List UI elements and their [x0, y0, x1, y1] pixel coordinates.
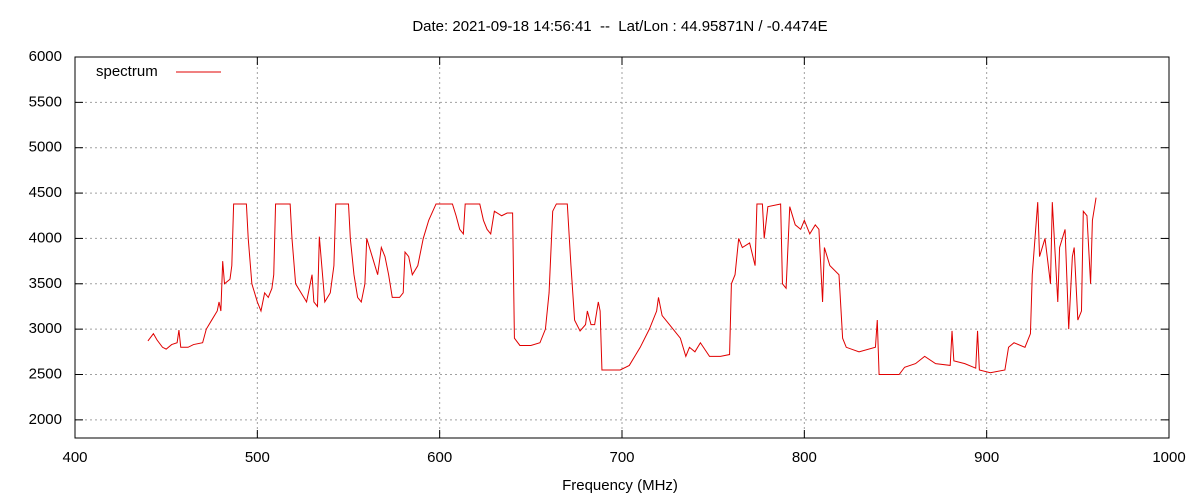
y-tick-label: 4500 — [29, 184, 62, 201]
y-tick-label: 2500 — [29, 365, 62, 382]
y-tick-label: 2000 — [29, 411, 62, 428]
x-tick-label: 600 — [427, 449, 452, 466]
x-tick-label: 1000 — [1152, 449, 1185, 466]
x-tick-label: 400 — [62, 449, 87, 466]
spectrum-line — [147, 197, 1097, 375]
legend-label: spectrum — [96, 63, 158, 80]
x-tick-label: 900 — [974, 449, 999, 466]
y-tick-label: 6000 — [29, 48, 62, 65]
x-tick-label: 700 — [609, 449, 634, 466]
y-tick-label: 5500 — [29, 93, 62, 110]
x-tick-label: 500 — [245, 449, 270, 466]
y-tick-label: 5000 — [29, 139, 62, 156]
chart-title: Date: 2021-09-18 14:56:41 -- Lat/Lon : 4… — [412, 18, 827, 35]
x-tick-label: 800 — [792, 449, 817, 466]
y-tick-label: 3000 — [29, 320, 62, 337]
x-axis-label: Frequency (MHz) — [562, 477, 678, 494]
y-tick-label: 4000 — [29, 229, 62, 246]
plot-frame — [74, 56, 1170, 439]
y-tick-label: 3500 — [29, 275, 62, 292]
